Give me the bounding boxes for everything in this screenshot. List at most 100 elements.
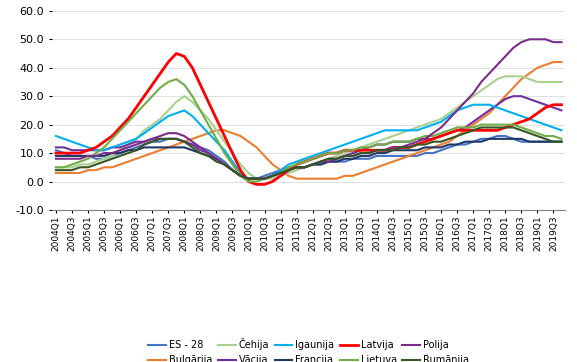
Vācija (117, 145, 123, 150)
Line: Igaunija: Igaunija (56, 105, 561, 179)
Francija (342, 157, 349, 161)
Rumānija (558, 139, 565, 144)
ES - 28 (558, 139, 565, 144)
Lietuva (53, 165, 59, 169)
Latvija (389, 145, 396, 150)
Vācija (389, 139, 396, 144)
Lietuva (349, 148, 356, 152)
ES - 28 (389, 154, 396, 158)
Vācija (269, 174, 276, 178)
ES - 28 (245, 177, 252, 181)
Line: ES - 28: ES - 28 (56, 136, 561, 179)
Francija (117, 151, 123, 155)
Line: Vācija: Vācija (56, 96, 561, 179)
Polija (269, 174, 276, 178)
Polija (245, 177, 252, 181)
Polija (342, 154, 349, 158)
Čehija (309, 162, 316, 167)
Latvija (317, 154, 324, 158)
Polija (389, 145, 396, 150)
Bulgārija (342, 174, 349, 178)
Čehija (389, 134, 396, 138)
Polija (53, 157, 59, 161)
Line: Čehija: Čehija (56, 76, 561, 179)
Igaunija (470, 102, 477, 107)
Polija (309, 162, 316, 167)
Legend: ES - 28, Bulgārija, Čehija, Vācija, Igaunija, Francija, Latvija, Lietuva, Polija: ES - 28, Bulgārija, Čehija, Vācija, Igau… (148, 338, 469, 362)
ES - 28 (269, 171, 276, 175)
Latvija (349, 148, 356, 152)
Igaunija (117, 142, 123, 147)
Igaunija (245, 177, 252, 181)
Lietuva (173, 77, 180, 81)
Francija (486, 137, 493, 141)
Rumānija (269, 174, 276, 178)
Line: Latvija: Latvija (56, 54, 561, 184)
Lietuva (398, 139, 404, 144)
Latvija (53, 151, 59, 155)
Lietuva (245, 179, 252, 184)
Čehija (53, 165, 59, 169)
Vācija (53, 145, 59, 150)
Latvija (173, 51, 180, 56)
Igaunija (269, 174, 276, 178)
ES - 28 (117, 151, 123, 155)
Bulgārija (117, 162, 123, 167)
Igaunija (389, 128, 396, 132)
Igaunija (381, 128, 388, 132)
ES - 28 (494, 134, 501, 138)
Lietuva (117, 128, 123, 132)
Francija (53, 154, 59, 158)
Vācija (510, 94, 517, 98)
Polija (558, 40, 565, 44)
Rumānija (389, 148, 396, 152)
Francija (389, 148, 396, 152)
Francija (381, 151, 388, 155)
Čehija (381, 137, 388, 141)
Bulgārija (261, 154, 268, 158)
Lietuva (558, 137, 565, 141)
Rumānija (309, 162, 316, 167)
Line: Bulgārija: Bulgārija (56, 62, 561, 179)
Rumānija (342, 154, 349, 158)
Bulgārija (381, 162, 388, 167)
Igaunija (309, 154, 316, 158)
Polija (117, 148, 123, 152)
Čehija (117, 148, 123, 152)
Polija (381, 148, 388, 152)
Line: Polija: Polija (56, 39, 561, 179)
Line: Francija: Francija (56, 139, 561, 179)
Vācija (309, 162, 316, 167)
Rumānija (53, 168, 59, 172)
Vācija (342, 154, 349, 158)
Bulgārija (53, 171, 59, 175)
Bulgārija (389, 159, 396, 164)
Igaunija (342, 142, 349, 147)
Latvija (558, 102, 565, 107)
Line: Lietuva: Lietuva (56, 79, 561, 181)
Francija (558, 139, 565, 144)
Bulgārija (309, 177, 316, 181)
Latvija (253, 182, 260, 186)
Lietuva (277, 171, 284, 175)
ES - 28 (309, 162, 316, 167)
Čehija (502, 74, 509, 79)
Polija (526, 37, 533, 42)
Latvija (117, 125, 123, 130)
Igaunija (53, 134, 59, 138)
ES - 28 (342, 159, 349, 164)
Rumānija (478, 125, 485, 130)
Čehija (253, 177, 260, 181)
Vācija (558, 108, 565, 113)
Latvija (398, 145, 404, 150)
Bulgārija (550, 60, 557, 64)
Francija (245, 177, 252, 181)
Vācija (381, 142, 388, 147)
Čehija (269, 177, 276, 181)
Rumānija (117, 154, 123, 158)
Vācija (245, 177, 252, 181)
Bulgārija (293, 177, 300, 181)
Rumānija (381, 148, 388, 152)
Čehija (558, 80, 565, 84)
Francija (309, 162, 316, 167)
